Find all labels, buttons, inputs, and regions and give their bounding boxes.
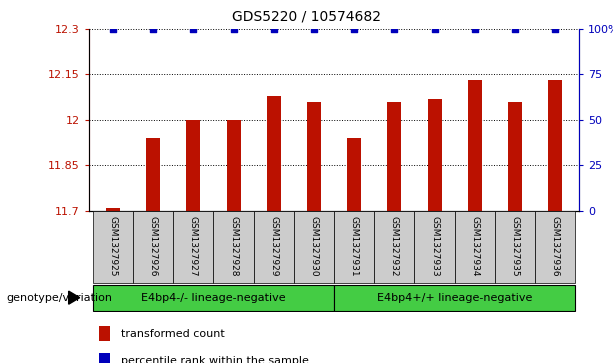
Text: GSM1327930: GSM1327930 (310, 216, 319, 277)
Bar (106, 208, 120, 211)
Text: GSM1327927: GSM1327927 (189, 216, 198, 277)
Bar (414, 211, 455, 283)
Point (389, 26, 399, 32)
Point (309, 26, 319, 32)
Bar (495, 211, 535, 283)
Bar (387, 102, 402, 211)
Text: GSM1327933: GSM1327933 (430, 216, 439, 277)
Text: GSM1327934: GSM1327934 (470, 216, 479, 277)
Point (550, 26, 560, 32)
Point (430, 26, 440, 32)
Text: GDS5220 / 10574682: GDS5220 / 10574682 (232, 9, 381, 23)
Point (470, 26, 480, 32)
Polygon shape (69, 291, 80, 304)
Bar (254, 211, 294, 283)
Bar (334, 211, 375, 283)
Text: E4bp4-/- lineage-negative: E4bp4-/- lineage-negative (141, 293, 286, 303)
Bar (93, 285, 334, 311)
Point (510, 26, 520, 32)
Point (148, 26, 158, 32)
Text: transformed count: transformed count (121, 329, 224, 339)
Bar (294, 211, 334, 283)
Bar (307, 102, 321, 211)
Bar (548, 81, 562, 211)
Text: GSM1327928: GSM1327928 (229, 216, 238, 277)
Point (229, 26, 238, 32)
Bar (347, 138, 361, 211)
Bar (508, 102, 522, 211)
Text: GSM1327936: GSM1327936 (550, 216, 560, 277)
Bar (213, 211, 254, 283)
Text: GSM1327929: GSM1327929 (269, 216, 278, 277)
Bar (455, 211, 495, 283)
Bar (267, 95, 281, 211)
Bar (99, 326, 110, 341)
Point (188, 26, 198, 32)
Bar (535, 211, 575, 283)
Bar (468, 81, 482, 211)
Bar (427, 99, 441, 211)
Bar (99, 353, 110, 363)
Text: GSM1327926: GSM1327926 (149, 216, 158, 277)
Bar (375, 211, 414, 283)
Bar (186, 120, 200, 211)
Bar (227, 120, 241, 211)
Text: genotype/variation: genotype/variation (6, 293, 112, 303)
Bar (173, 211, 213, 283)
Text: percentile rank within the sample: percentile rank within the sample (121, 356, 308, 363)
Text: GSM1327931: GSM1327931 (349, 216, 359, 277)
Bar (133, 211, 173, 283)
Bar (334, 285, 575, 311)
Text: E4bp4+/+ lineage-negative: E4bp4+/+ lineage-negative (377, 293, 532, 303)
Text: GSM1327932: GSM1327932 (390, 216, 399, 277)
Bar (146, 138, 160, 211)
Point (108, 26, 118, 32)
Point (269, 26, 279, 32)
Text: GSM1327925: GSM1327925 (109, 216, 118, 277)
Bar (93, 211, 133, 283)
Point (349, 26, 359, 32)
Text: GSM1327935: GSM1327935 (511, 216, 519, 277)
